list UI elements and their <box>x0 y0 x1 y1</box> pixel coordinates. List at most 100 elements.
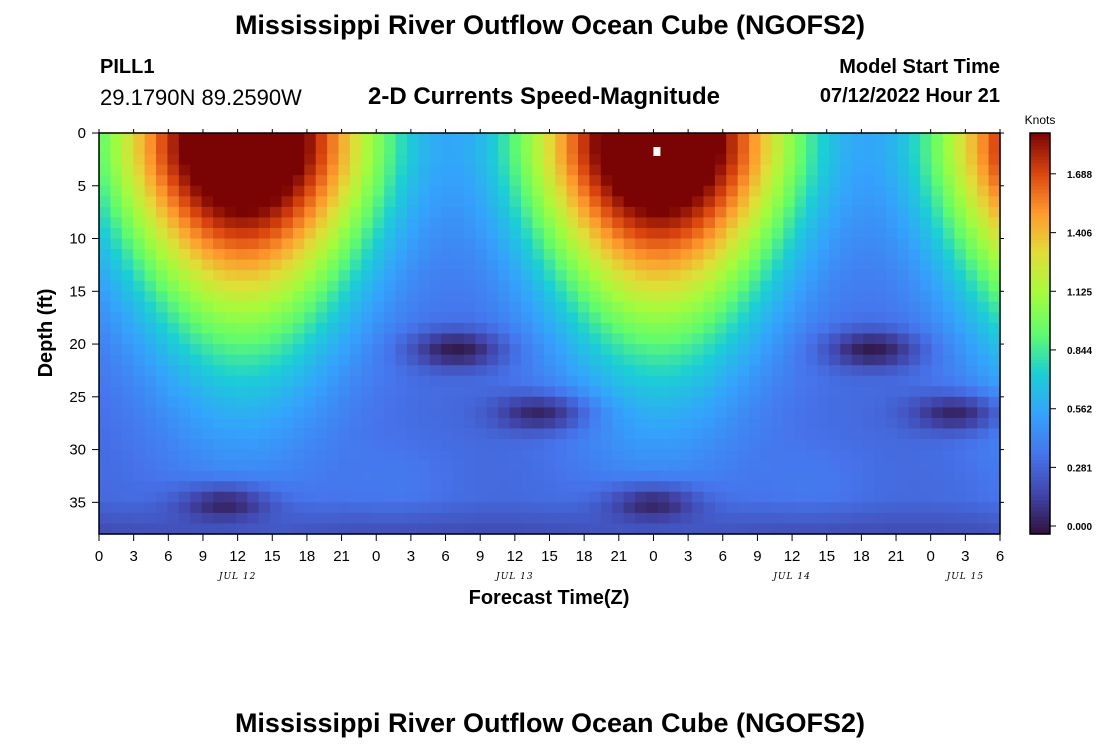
heatmap-cell <box>452 196 465 208</box>
heatmap-cell <box>258 196 271 208</box>
x-tick-label: 0 <box>95 548 103 565</box>
y-tick-label: 20 <box>69 336 86 353</box>
heatmap-cell <box>555 270 568 282</box>
heatmap-cell <box>817 502 830 514</box>
heatmap-cell <box>486 396 499 408</box>
heatmap-cell <box>646 470 659 482</box>
colorbar-segment <box>1030 146 1050 151</box>
heatmap-cell <box>156 164 169 176</box>
y-tick-label: 30 <box>69 442 86 459</box>
heatmap-cell <box>441 175 454 187</box>
heatmap-cell <box>669 354 682 366</box>
heatmap-cell <box>133 333 146 345</box>
heatmap-cell <box>235 386 248 398</box>
heatmap-cell <box>817 449 830 461</box>
heatmap-cell <box>737 196 750 208</box>
heatmap-cell <box>406 449 419 461</box>
heatmap-cell <box>304 280 317 292</box>
heatmap-cell <box>840 164 853 176</box>
heatmap-cell <box>509 470 522 482</box>
heatmap-cell <box>692 512 705 525</box>
heatmap-cell <box>988 196 1001 208</box>
heatmap-cell <box>566 280 579 292</box>
heatmap-cell <box>224 396 237 408</box>
heatmap-cell <box>406 344 419 356</box>
heatmap-cell <box>988 280 1001 292</box>
heatmap-cell <box>520 523 533 535</box>
heatmap-cell <box>167 175 180 187</box>
heatmap-cell <box>977 407 990 419</box>
heatmap-cell <box>931 217 944 229</box>
heatmap-cell <box>372 301 385 313</box>
heatmap-cell <box>920 523 933 535</box>
heatmap-cell <box>418 196 431 208</box>
heatmap-cell <box>851 512 864 525</box>
heatmap-cell <box>463 439 476 451</box>
heatmap-cell <box>509 407 522 419</box>
heatmap-cell <box>213 312 226 324</box>
heatmap-cell <box>463 312 476 324</box>
heatmap-cell <box>589 333 602 345</box>
heatmap-cell <box>737 154 750 166</box>
heatmap-cell <box>566 491 579 503</box>
heatmap-cell <box>213 354 226 366</box>
heatmap-cell <box>885 386 898 398</box>
heatmap-cell <box>851 407 864 419</box>
heatmap-cell <box>908 502 921 514</box>
date-label: JUL 14 <box>771 572 810 582</box>
heatmap-cell <box>623 270 636 282</box>
heatmap-cell <box>760 196 773 208</box>
heatmap-cell <box>760 322 773 335</box>
heatmap-cell <box>532 185 545 197</box>
heatmap-cell <box>589 133 602 145</box>
heatmap-cell <box>190 143 203 155</box>
heatmap-cell <box>794 428 807 440</box>
heatmap-cell <box>486 449 499 461</box>
heatmap-cell <box>110 227 123 240</box>
heatmap-cell <box>942 206 955 219</box>
heatmap-cell <box>327 523 340 535</box>
heatmap-cell <box>828 502 841 514</box>
heatmap-cell <box>361 481 374 493</box>
heatmap-cell <box>806 375 819 387</box>
heatmap-cell <box>646 523 659 535</box>
heatmap-cell <box>931 206 944 219</box>
heatmap-cell <box>532 354 545 366</box>
heatmap-cell <box>931 143 944 155</box>
heatmap-cell <box>555 491 568 503</box>
heatmap-cell <box>612 512 625 525</box>
y-tick-label: 5 <box>78 178 86 195</box>
heatmap-cell <box>429 280 442 292</box>
heatmap-cell <box>406 143 419 155</box>
heatmap-cell <box>885 428 898 440</box>
heatmap-cell <box>452 449 465 461</box>
heatmap-cell <box>190 333 203 345</box>
heatmap-cell <box>406 227 419 240</box>
heatmap-cell <box>258 322 271 335</box>
heatmap-cell <box>851 249 864 261</box>
heatmap-cell <box>395 227 408 240</box>
heatmap-cell <box>281 227 294 240</box>
heatmap-cell <box>600 322 613 335</box>
colorbar-segment <box>1030 356 1050 361</box>
heatmap-cell <box>452 133 465 145</box>
heatmap-cell <box>897 491 910 503</box>
colorbar-segment <box>1030 243 1050 248</box>
heatmap-cell <box>224 301 237 313</box>
heatmap-cell <box>406 481 419 493</box>
heatmap-cell <box>635 512 648 525</box>
heatmap-cell <box>828 407 841 419</box>
heatmap-cell <box>555 280 568 292</box>
heatmap-cell <box>315 354 328 366</box>
heatmap-cell <box>304 333 317 345</box>
heatmap-cell <box>224 164 237 176</box>
x-tick-label: 15 <box>264 548 281 565</box>
heatmap-cell <box>692 439 705 451</box>
heatmap-cell <box>749 386 762 398</box>
heatmap-cell <box>133 354 146 366</box>
heatmap-cell <box>110 175 123 187</box>
heatmap-cell <box>281 460 294 472</box>
heatmap-cell <box>806 238 819 250</box>
heatmap-cell <box>452 270 465 282</box>
